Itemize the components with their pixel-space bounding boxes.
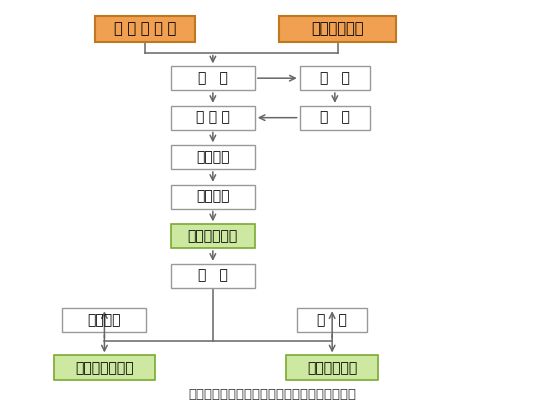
Text: 锂 辉 石 精 矿: 锂 辉 石 精 矿 bbox=[114, 21, 176, 36]
FancyBboxPatch shape bbox=[54, 355, 155, 380]
Text: 蒸发结晶: 蒸发结晶 bbox=[88, 313, 121, 327]
Text: 浸   出: 浸 出 bbox=[320, 111, 350, 125]
Text: 碳   化: 碳 化 bbox=[317, 313, 347, 327]
Text: （电池级氢氧化锂和电池级碳酸锂制备流程图）: （电池级氢氧化锂和电池级碳酸锂制备流程图） bbox=[189, 388, 356, 401]
FancyBboxPatch shape bbox=[286, 355, 378, 380]
Text: 返   溶: 返 溶 bbox=[198, 269, 228, 283]
Text: 电池级氢氧化锂: 电池级氢氧化锂 bbox=[75, 361, 134, 375]
FancyBboxPatch shape bbox=[297, 308, 367, 332]
FancyBboxPatch shape bbox=[95, 16, 195, 42]
FancyBboxPatch shape bbox=[171, 264, 255, 288]
FancyBboxPatch shape bbox=[171, 145, 255, 169]
FancyBboxPatch shape bbox=[300, 66, 370, 90]
Text: 浸 出 液: 浸 出 液 bbox=[196, 111, 230, 125]
Text: 转   型: 转 型 bbox=[198, 71, 228, 85]
Text: 苟化冷冻: 苟化冷冻 bbox=[196, 150, 229, 164]
Text: 蒸发结晶: 蒸发结晶 bbox=[196, 190, 229, 204]
FancyBboxPatch shape bbox=[300, 106, 370, 130]
FancyBboxPatch shape bbox=[171, 224, 255, 248]
FancyBboxPatch shape bbox=[171, 66, 255, 90]
Text: 电池级碳酸锂: 电池级碳酸锂 bbox=[307, 361, 358, 375]
FancyBboxPatch shape bbox=[279, 16, 396, 42]
Text: 粗品氢氧化锂: 粗品氢氧化锂 bbox=[187, 229, 238, 243]
FancyBboxPatch shape bbox=[171, 106, 255, 130]
FancyBboxPatch shape bbox=[171, 185, 255, 209]
Text: 透锂长石精矿: 透锂长石精矿 bbox=[311, 21, 364, 36]
Text: 酸   化: 酸 化 bbox=[320, 71, 350, 85]
FancyBboxPatch shape bbox=[62, 308, 147, 332]
